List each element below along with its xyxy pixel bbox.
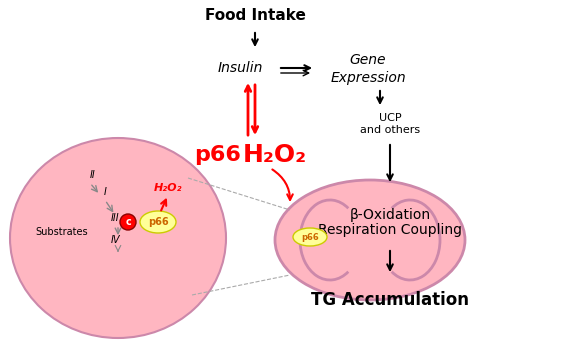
Text: and others: and others xyxy=(360,125,420,135)
Text: IV: IV xyxy=(110,235,120,245)
Text: c: c xyxy=(125,217,131,227)
Text: TG Accumulation: TG Accumulation xyxy=(311,291,469,309)
Text: I: I xyxy=(104,187,106,197)
Text: Respiration Coupling: Respiration Coupling xyxy=(318,223,462,237)
Text: II: II xyxy=(90,170,96,180)
Text: Expression: Expression xyxy=(330,71,406,85)
Text: H₂O₂: H₂O₂ xyxy=(243,143,307,167)
Ellipse shape xyxy=(293,228,327,246)
Text: UCP: UCP xyxy=(379,113,401,123)
Ellipse shape xyxy=(10,138,226,338)
Text: Gene: Gene xyxy=(350,53,386,67)
Ellipse shape xyxy=(275,180,465,300)
Text: Food Intake: Food Intake xyxy=(204,8,306,23)
Text: p66: p66 xyxy=(195,145,242,165)
Text: H₂O₂: H₂O₂ xyxy=(154,183,182,193)
Text: β-Oxidation: β-Oxidation xyxy=(350,208,431,222)
Text: p66: p66 xyxy=(301,232,319,242)
Circle shape xyxy=(120,214,136,230)
Text: p66: p66 xyxy=(148,217,168,227)
Ellipse shape xyxy=(140,211,176,233)
Text: Substrates: Substrates xyxy=(35,227,88,237)
Text: III: III xyxy=(111,213,119,223)
Text: Insulin: Insulin xyxy=(217,61,263,75)
